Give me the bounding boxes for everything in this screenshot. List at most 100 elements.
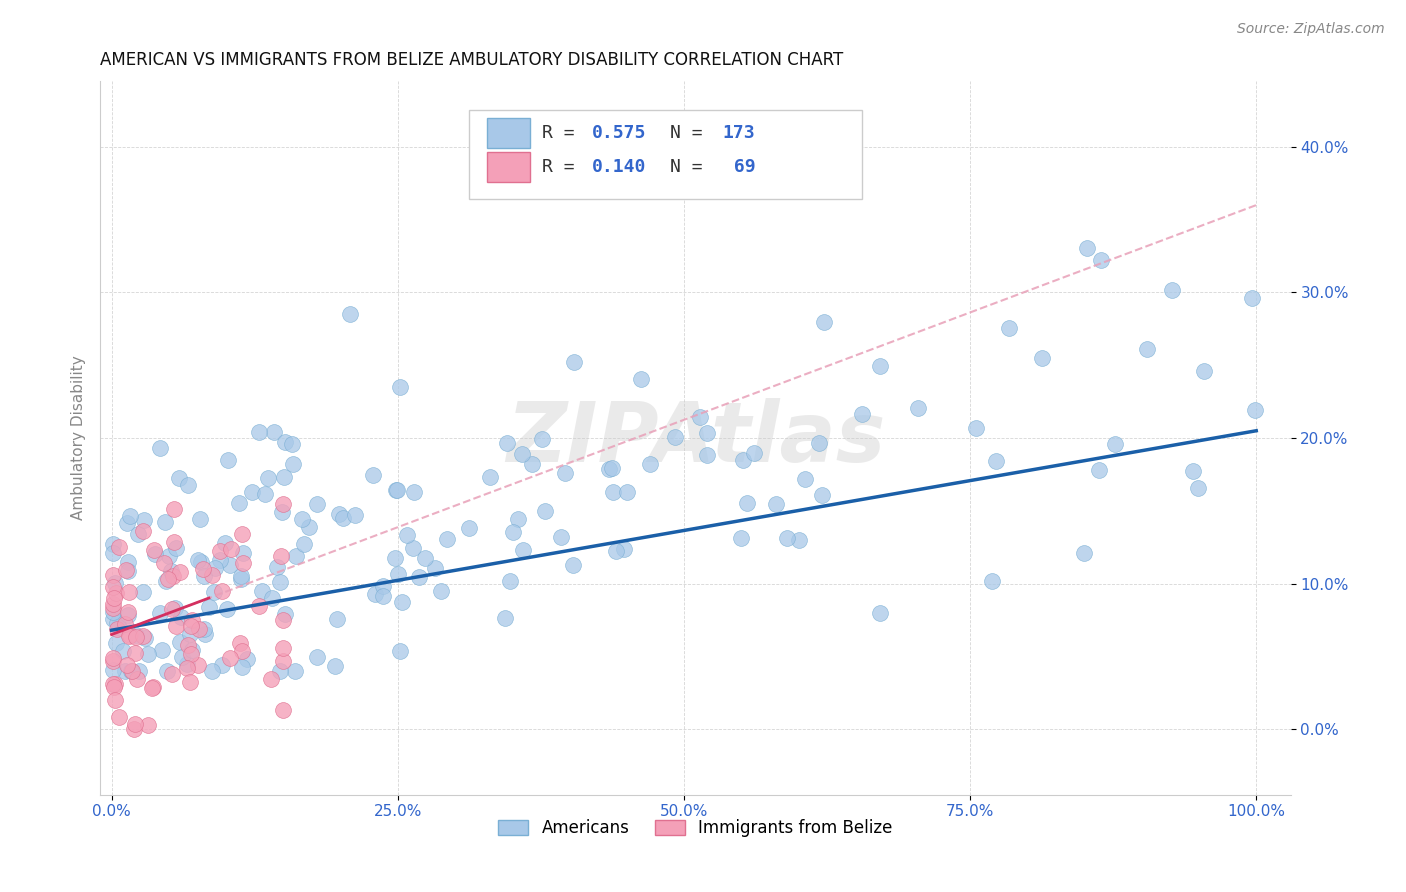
Point	[478, 469, 501, 483]
Point	[104, 676, 127, 690]
Point	[101, 654, 124, 668]
Point	[965, 421, 987, 435]
Point	[247, 599, 270, 613]
Point	[562, 558, 585, 572]
Point	[101, 536, 124, 550]
Point	[104, 575, 127, 590]
Point	[124, 723, 146, 737]
Point	[1073, 546, 1095, 560]
Point	[664, 430, 686, 444]
Point	[115, 516, 138, 530]
Point	[281, 437, 304, 451]
Point	[980, 574, 1002, 588]
Point	[271, 640, 294, 655]
Point	[271, 613, 294, 627]
Point	[103, 580, 125, 594]
Point	[696, 425, 718, 440]
Point	[180, 643, 202, 657]
Point	[101, 663, 124, 677]
Point	[138, 647, 160, 661]
Text: R =: R =	[541, 158, 585, 176]
Point	[169, 565, 191, 579]
Point	[794, 472, 817, 486]
Point	[274, 607, 297, 622]
Point	[292, 537, 315, 551]
Point	[413, 551, 436, 566]
Point	[396, 527, 419, 541]
Point	[253, 486, 276, 500]
Point	[108, 620, 131, 634]
Text: 0.140: 0.140	[592, 158, 647, 176]
Point	[869, 606, 891, 620]
Point	[138, 718, 160, 732]
Point	[284, 549, 307, 563]
Point	[121, 664, 143, 678]
Point	[101, 568, 124, 582]
Point	[134, 631, 156, 645]
Point	[271, 703, 294, 717]
Point	[188, 511, 211, 525]
Point	[188, 622, 211, 636]
Point	[162, 569, 184, 583]
Point	[107, 540, 129, 554]
Point	[105, 616, 128, 631]
Point	[291, 512, 314, 526]
Point	[512, 542, 534, 557]
Point	[325, 612, 347, 626]
Point	[170, 610, 193, 624]
Point	[404, 485, 426, 500]
Point	[101, 651, 124, 665]
Point	[114, 563, 136, 577]
Point	[211, 583, 233, 598]
Point	[132, 629, 155, 643]
Point	[387, 567, 409, 582]
Point	[270, 549, 292, 563]
Point	[260, 673, 283, 687]
Point	[155, 574, 177, 588]
Point	[430, 584, 453, 599]
Point	[117, 555, 139, 569]
Point	[495, 436, 517, 450]
Point	[201, 664, 224, 678]
Point	[118, 509, 141, 524]
Point	[256, 471, 278, 485]
Text: 173: 173	[723, 124, 755, 143]
Point	[364, 587, 387, 601]
Point	[163, 600, 186, 615]
Point	[124, 646, 146, 660]
Point	[156, 664, 179, 678]
Point	[262, 591, 284, 605]
Point	[180, 619, 202, 633]
Point	[810, 488, 832, 502]
Y-axis label: Ambulatory Disability: Ambulatory Disability	[72, 356, 86, 520]
Point	[269, 575, 291, 590]
Point	[101, 597, 124, 611]
Point	[142, 680, 165, 694]
Point	[531, 433, 554, 447]
Point	[132, 584, 155, 599]
Point	[602, 484, 624, 499]
Point	[197, 599, 219, 614]
Point	[598, 462, 620, 476]
Point	[522, 457, 544, 471]
Point	[169, 634, 191, 648]
Point	[193, 569, 215, 583]
Point	[229, 569, 252, 583]
Point	[194, 627, 217, 641]
FancyBboxPatch shape	[486, 152, 530, 182]
Point	[160, 564, 183, 578]
Point	[177, 638, 200, 652]
Point	[907, 401, 929, 416]
Point	[696, 448, 718, 462]
Point	[128, 664, 150, 678]
Point	[217, 453, 239, 467]
Text: Source: ZipAtlas.com: Source: ZipAtlas.com	[1237, 22, 1385, 37]
Point	[219, 542, 242, 557]
Point	[160, 602, 183, 616]
Point	[402, 541, 425, 555]
Point	[114, 664, 136, 678]
Point	[813, 314, 835, 328]
Point	[269, 664, 291, 678]
Point	[165, 541, 187, 556]
Point	[1135, 342, 1157, 356]
